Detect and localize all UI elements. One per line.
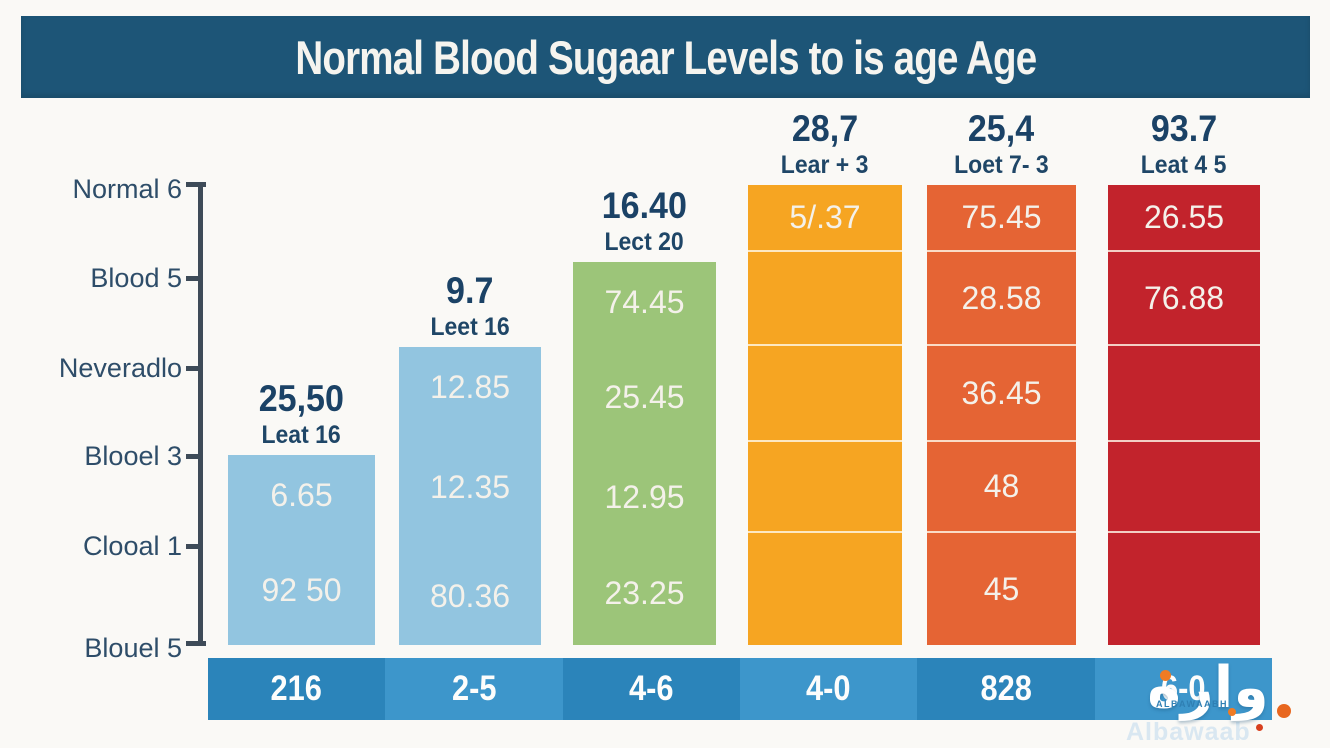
title-banner: Normal Blood Sugaar Levels to is age Age	[21, 16, 1310, 98]
bar-subtitle: Leat 4 5	[1141, 151, 1227, 179]
y-axis-tick	[186, 641, 206, 646]
y-axis-tick	[186, 276, 202, 281]
watermark-dot-icon	[1256, 724, 1263, 731]
watermark-small-text: ALBAWAABH	[1156, 699, 1228, 709]
segment-value: 12.35	[429, 468, 511, 505]
bar-subtitle: Leat 16	[261, 421, 342, 449]
bar-header-value: 28,7	[791, 108, 859, 149]
x-axis-cell: 216	[208, 658, 386, 720]
bar-column: 93.7 Leat 4 5 26.55 76.88	[1108, 109, 1260, 645]
bar-column: 28,7 Lear + 3 5/.37	[748, 109, 902, 645]
bar-subtitle: Lear + 3	[781, 151, 869, 179]
bar-subtitle: Leet 16	[430, 313, 510, 341]
x-axis-cell: 2-5	[385, 658, 563, 720]
watermark-dot-icon	[1228, 708, 1236, 716]
bar: 74.45 25.45 12.95 23.25	[573, 262, 716, 645]
segment-value: 75.45	[961, 199, 1042, 235]
x-axis-cell: 828	[917, 658, 1095, 720]
segment-value: 23.25	[604, 575, 685, 611]
x-axis-cell: 4-6	[562, 658, 740, 720]
bar-header-value: 93.7	[1150, 108, 1218, 149]
bar-header-value: 9.7	[446, 270, 494, 311]
bar: 12.85 12.35 80.36	[399, 347, 541, 645]
y-axis-tick	[186, 454, 202, 459]
bar-column: 16.40 Lect 20 74.45 25.45 12.95 23.25	[573, 186, 716, 645]
y-axis-label: Clooal 1	[82, 531, 182, 561]
bar-column: 25,50 Leat 16 6.65 92 50	[228, 379, 375, 645]
bar: 26.55 76.88	[1108, 185, 1260, 645]
y-axis-label: Blood 5	[90, 263, 182, 293]
x-axis-label: 828	[980, 669, 1032, 708]
bar-header-value: 25,4	[968, 108, 1035, 149]
segment-value: 25.45	[604, 378, 685, 415]
bar-column: 25,4 Loet 7- 3 75.45 28.58 36.45 48 45	[927, 109, 1076, 645]
bar-header-value: 16.40	[601, 185, 688, 226]
watermark-sub-text: Albawaab	[1126, 718, 1251, 746]
x-axis-label: 4-6	[629, 669, 674, 708]
x-axis-label: 216	[270, 669, 323, 708]
segment-value: 76.88	[1143, 279, 1225, 316]
segment-value: 48	[983, 468, 1020, 504]
segment-value: 28.58	[961, 279, 1042, 316]
segment-value: 12.85	[429, 368, 511, 405]
x-axis-label: 2-5	[451, 669, 497, 708]
chart-title: Normal Blood Sugaar Levels to is age Age	[294, 30, 1037, 84]
segment-value: 92 50	[261, 571, 342, 608]
x-axis-cell: 4-0	[739, 658, 918, 720]
watermark-dot-icon	[1160, 670, 1171, 681]
x-axis-label: 4-0	[806, 669, 851, 708]
y-axis-label: Blooel 3	[84, 441, 182, 471]
watermark-logo-text: واره	[1147, 656, 1269, 720]
segment-value: 36.45	[961, 374, 1042, 411]
y-axis-label: Neveradlo	[58, 353, 182, 383]
watermark-dot-icon	[1277, 704, 1291, 718]
bar-subtitle: Loet 7- 3	[954, 151, 1049, 179]
x-axis-band: 216 2-5 4-6 4-0 828 6-0	[208, 658, 1272, 720]
y-axis-tick	[186, 544, 202, 549]
y-axis-tick	[186, 366, 202, 371]
bar: 6.65 92 50	[228, 455, 375, 645]
segment-value: 6.65	[270, 476, 333, 513]
y-axis-tick	[186, 182, 206, 187]
x-axis-cell: 6-0	[1094, 658, 1272, 720]
bar-header-value: 25,50	[258, 378, 345, 419]
segment-value: 74.45	[604, 283, 685, 320]
bar-column: 9.7 Leet 16 12.85 12.35 80.36	[399, 271, 541, 645]
segment-value: 5/.37	[789, 199, 861, 235]
y-axis-line	[198, 182, 203, 646]
y-axis-label: Blouel 5	[84, 633, 182, 663]
bar: 5/.37	[748, 185, 902, 645]
segment-value: 12.95	[604, 478, 685, 515]
y-axis-label: Normal 6	[72, 174, 182, 204]
segment-value: 26.55	[1143, 199, 1225, 235]
segment-value: 80.36	[429, 577, 511, 614]
bar-subtitle: Lect 20	[604, 228, 685, 256]
segment-value: 45	[983, 570, 1020, 607]
bar: 75.45 28.58 36.45 48 45	[927, 185, 1076, 645]
